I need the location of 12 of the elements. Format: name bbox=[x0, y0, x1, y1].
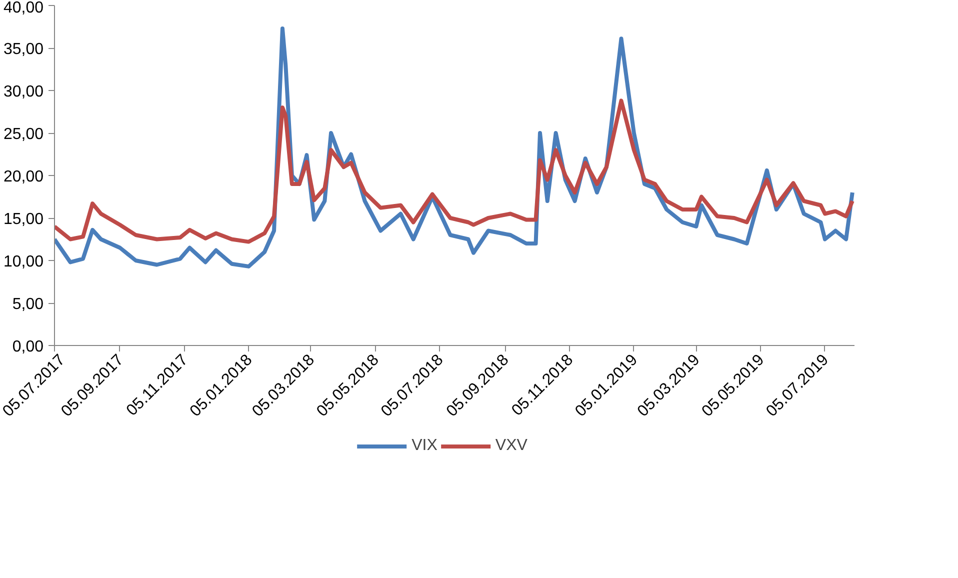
y-tick-label: 35,00 bbox=[3, 41, 44, 58]
line-series bbox=[54, 98, 854, 244]
y-tick-label: 0,00 bbox=[12, 338, 44, 356]
legend-label: VIX bbox=[412, 437, 438, 455]
y-tick-label: 25,00 bbox=[3, 126, 44, 143]
y-tick-label: 40,00 bbox=[3, 0, 44, 16]
y-tick-label: 5,00 bbox=[12, 296, 44, 313]
y-tick-label: 15,00 bbox=[3, 211, 44, 228]
y-tick-label: 30,00 bbox=[3, 84, 44, 100]
y-tick-label: 10,00 bbox=[3, 254, 44, 270]
y-tick-label: 20,00 bbox=[3, 168, 44, 186]
legend-label: VXV bbox=[495, 437, 528, 455]
